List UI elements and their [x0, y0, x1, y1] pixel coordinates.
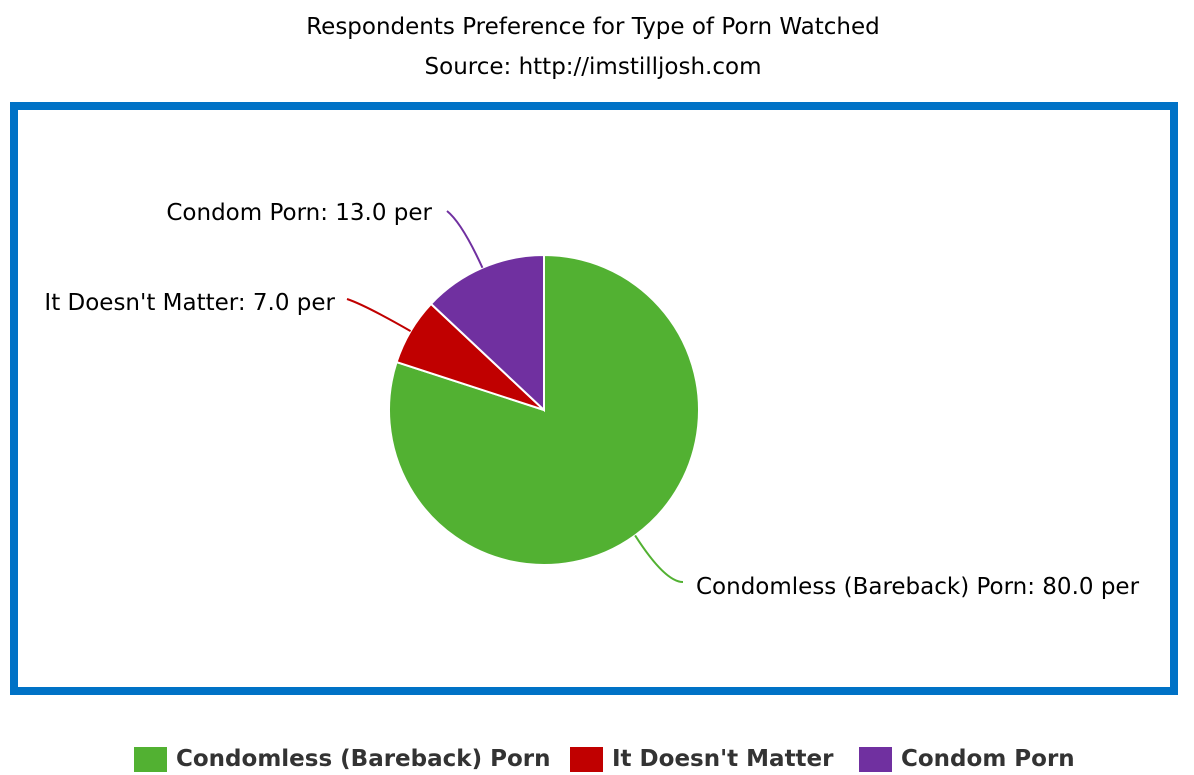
- data-label-condom: Condom Porn: 13.0 per: [166, 200, 432, 226]
- leader-line-doesnt-matter: [346, 298, 412, 332]
- legend-swatch-condomless: [134, 746, 167, 772]
- legend-label-condom: Condom Porn: [901, 746, 1075, 772]
- pie-slice-condom[interactable]: [429, 253, 545, 413]
- legend-swatch-doesnt-matter: [570, 746, 603, 772]
- pie-slice-condomless[interactable]: [388, 253, 700, 566]
- legend-swatch-condom: [859, 746, 892, 772]
- chart-subtitle: Source: http://imstilljosh.com: [424, 54, 762, 80]
- legend-item-condom[interactable]: Condom Porn: [859, 744, 1075, 774]
- legend-item-condomless[interactable]: Condomless (Bareback) Porn: [134, 744, 550, 774]
- chart-title: Respondents Preference for Type of Porn …: [306, 14, 880, 40]
- data-label-doesnt-matter: It Doesn't Matter: 7.0 per: [44, 290, 335, 316]
- legend: Condomless (Bareback) Porn It Doesn't Ma…: [0, 744, 1194, 774]
- leader-line-condomless: [634, 534, 684, 583]
- legend-item-doesnt-matter[interactable]: It Doesn't Matter: [570, 744, 834, 774]
- legend-label-doesnt-matter: It Doesn't Matter: [612, 746, 834, 772]
- legend-label-condomless: Condomless (Bareback) Porn: [176, 746, 551, 772]
- plot-area-frame: [10, 102, 1178, 695]
- leader-line-condom: [446, 210, 484, 269]
- data-label-condomless: Condomless (Bareback) Porn: 80.0 per: [696, 574, 1140, 600]
